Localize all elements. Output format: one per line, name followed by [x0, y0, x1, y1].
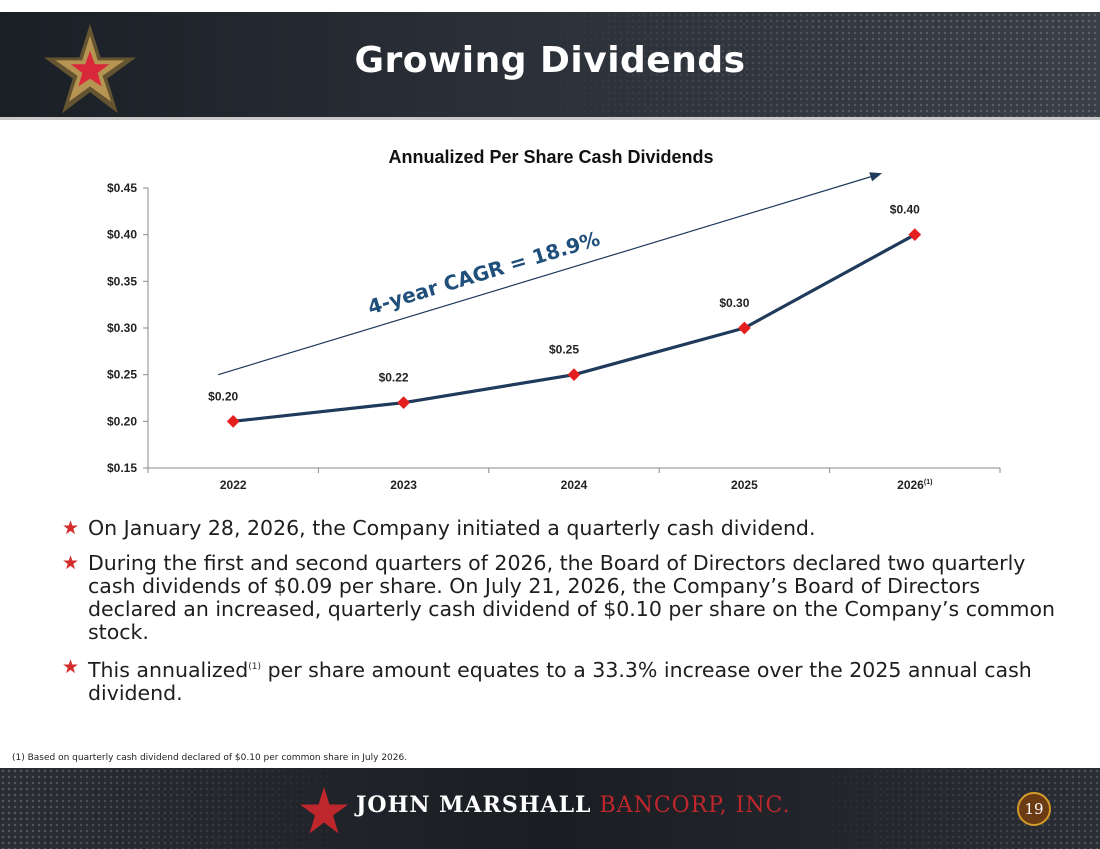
data-point-marker — [738, 321, 751, 335]
bullet-text-after: per share amount equates to a 33.3% incr… — [88, 657, 1032, 705]
star-icon — [300, 787, 348, 834]
data-point-marker — [226, 414, 240, 428]
page-number: 19 — [1017, 792, 1051, 826]
y-tick-label: $0.40 — [107, 228, 137, 242]
footnote-marker: (1) — [248, 662, 262, 672]
brand-name-secondary: BANCORP, INC. — [599, 793, 791, 818]
bullet-text: During the first and second quarters of … — [88, 551, 1056, 644]
star-logo-icon — [43, 23, 137, 114]
y-tick-label: $0.15 — [107, 461, 137, 475]
company-brand: JOHN MARSHALL BANCORP, INC. — [356, 792, 791, 818]
data-point-marker — [908, 228, 922, 242]
series-line — [233, 233, 916, 423]
dividend-line-chart: Annualized Per Share Cash Dividends $0.1… — [107, 147, 1001, 492]
x-tick-label: 2026(1) — [897, 478, 932, 492]
x-tick-label: 2024 — [561, 478, 588, 492]
x-tick-label: 2023 — [390, 478, 417, 492]
cagr-annotation: 4-year CAGR = 18.9% — [365, 226, 603, 319]
y-tick-label: $0.45 — [107, 181, 137, 195]
footer-dot-pattern-right — [800, 768, 1100, 849]
slide-title: Growing Dividends — [354, 40, 746, 81]
data-label: $0.20 — [208, 389, 238, 403]
top-strip — [0, 0, 1100, 12]
x-tick-label: 2025 — [731, 478, 758, 492]
star-icon: ★ — [62, 552, 80, 574]
bullet-text: On January 28, 2026, the Company initiat… — [88, 516, 816, 540]
cagr-trend-arrow — [218, 172, 883, 376]
x-tick-superscript: (1) — [924, 479, 933, 486]
x-tick-label: 2022 — [220, 478, 247, 492]
footer-dot-pattern-left — [0, 768, 360, 849]
chart-title: Annualized Per Share Cash Dividends — [388, 147, 713, 167]
y-tick-label: $0.30 — [107, 321, 137, 335]
chart-axes: $0.15 $0.20 $0.25 $0.30 $0.35 $0.40 $0.45 2022 2… — [107, 181, 1001, 492]
header-divider — [0, 117, 1100, 120]
data-point-marker — [397, 396, 410, 410]
bullet-text-before: This annualized — [88, 657, 249, 682]
brand-name-primary: JOHN MARSHALL — [356, 792, 592, 818]
header-dot-pattern — [540, 12, 1100, 117]
bullet-list: ★ On January 28, 2026, the Company initia… — [62, 517, 1062, 717]
footnote: (1) Based on quarterly cash dividend dec… — [12, 753, 408, 763]
data-label: $0.25 — [549, 343, 579, 357]
slide-footer: JOHN MARSHALL BANCORP, INC. 19 — [0, 768, 1100, 849]
data-label: $0.22 — [379, 371, 409, 385]
bullet-item: ★ On January 28, 2026, the Company initia… — [62, 517, 1062, 540]
y-tick-label: $0.20 — [107, 414, 137, 428]
trend-arrow-line — [218, 172, 883, 376]
slide-header: Growing Dividends — [0, 12, 1100, 117]
star-icon: ★ — [62, 517, 80, 539]
y-tick-label: $0.25 — [107, 368, 137, 382]
data-point-marker — [567, 368, 581, 382]
bullet-item: ★ During the first and second quarters of… — [62, 552, 1062, 644]
star-icon: ★ — [62, 656, 80, 678]
y-tick-label: $0.35 — [107, 274, 137, 288]
data-label: $0.40 — [890, 203, 920, 217]
bullet-item: ★ This annualized(1) per share amount equ… — [62, 656, 1062, 705]
data-label: $0.30 — [719, 296, 749, 310]
